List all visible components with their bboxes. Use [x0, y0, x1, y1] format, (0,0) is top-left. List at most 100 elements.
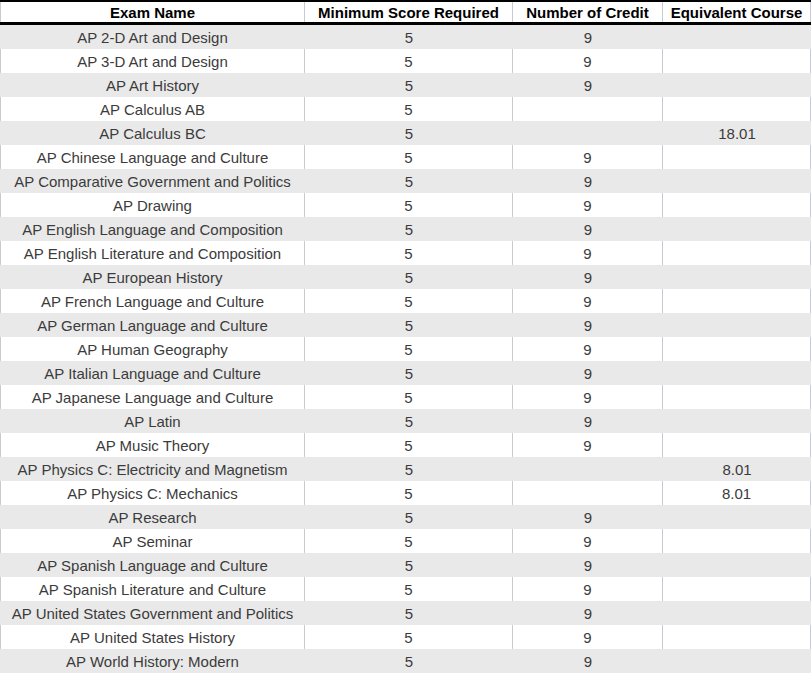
- cell-exam-name[interactable]: AP Latin: [0, 409, 305, 433]
- cell-credits[interactable]: 9: [513, 145, 663, 169]
- cell-credits[interactable]: [513, 97, 663, 121]
- cell-min-score[interactable]: 5: [305, 481, 513, 505]
- cell-equivalent[interactable]: [663, 73, 811, 97]
- cell-min-score[interactable]: 5: [305, 25, 513, 49]
- cell-min-score[interactable]: 5: [305, 169, 513, 193]
- cell-exam-name[interactable]: AP Japanese Language and Culture: [0, 385, 305, 409]
- cell-exam-name[interactable]: AP Human Geography: [0, 337, 305, 361]
- column-header-credits[interactable]: Number of Credit: [513, 2, 663, 22]
- cell-min-score[interactable]: 5: [305, 241, 513, 265]
- cell-credits[interactable]: 9: [513, 601, 663, 625]
- cell-min-score[interactable]: 5: [305, 289, 513, 313]
- cell-credits[interactable]: 9: [513, 73, 663, 97]
- cell-exam-name[interactable]: AP Physics C: Electricity and Magnetism: [0, 457, 305, 481]
- cell-equivalent[interactable]: [663, 505, 811, 529]
- cell-min-score[interactable]: 5: [305, 97, 513, 121]
- cell-credits[interactable]: [513, 457, 663, 481]
- cell-exam-name[interactable]: AP Chinese Language and Culture: [0, 145, 305, 169]
- cell-credits[interactable]: 9: [513, 529, 663, 553]
- cell-credits[interactable]: 9: [513, 49, 663, 73]
- cell-credits[interactable]: 9: [513, 217, 663, 241]
- cell-exam-name[interactable]: AP English Language and Composition: [0, 217, 305, 241]
- cell-exam-name[interactable]: AP Italian Language and Culture: [0, 361, 305, 385]
- cell-equivalent[interactable]: [663, 97, 811, 121]
- cell-exam-name[interactable]: AP Music Theory: [0, 433, 305, 457]
- cell-min-score[interactable]: 5: [305, 49, 513, 73]
- cell-credits[interactable]: 9: [513, 577, 663, 601]
- cell-min-score[interactable]: 5: [305, 457, 513, 481]
- column-header-exam-name[interactable]: Exam Name: [0, 2, 305, 22]
- cell-min-score[interactable]: 5: [305, 577, 513, 601]
- cell-min-score[interactable]: 5: [305, 649, 513, 673]
- cell-equivalent[interactable]: [663, 601, 811, 625]
- cell-min-score[interactable]: 5: [305, 193, 513, 217]
- cell-equivalent[interactable]: [663, 409, 811, 433]
- cell-credits[interactable]: 9: [513, 241, 663, 265]
- cell-min-score[interactable]: 5: [305, 361, 513, 385]
- cell-exam-name[interactable]: AP 2-D Art and Design: [0, 25, 305, 49]
- cell-credits[interactable]: 9: [513, 193, 663, 217]
- cell-min-score[interactable]: 5: [305, 553, 513, 577]
- cell-equivalent[interactable]: [663, 433, 811, 457]
- cell-equivalent[interactable]: 18.01: [663, 121, 811, 145]
- cell-credits[interactable]: 9: [513, 313, 663, 337]
- column-header-equivalent[interactable]: Equivalent Course: [663, 2, 811, 22]
- cell-credits[interactable]: 9: [513, 385, 663, 409]
- cell-credits[interactable]: [513, 121, 663, 145]
- cell-equivalent[interactable]: [663, 25, 811, 49]
- column-header-min-score[interactable]: Minimum Score Required: [305, 2, 513, 22]
- cell-exam-name[interactable]: AP Research: [0, 505, 305, 529]
- cell-credits[interactable]: 9: [513, 409, 663, 433]
- cell-min-score[interactable]: 5: [305, 337, 513, 361]
- cell-exam-name[interactable]: AP Drawing: [0, 193, 305, 217]
- cell-equivalent[interactable]: [663, 289, 811, 313]
- cell-credits[interactable]: 9: [513, 289, 663, 313]
- cell-equivalent[interactable]: [663, 361, 811, 385]
- cell-exam-name[interactable]: AP Calculus BC: [0, 121, 305, 145]
- cell-equivalent[interactable]: [663, 385, 811, 409]
- cell-min-score[interactable]: 5: [305, 313, 513, 337]
- cell-credits[interactable]: 9: [513, 649, 663, 673]
- cell-equivalent[interactable]: [663, 625, 811, 649]
- cell-equivalent[interactable]: [663, 313, 811, 337]
- cell-min-score[interactable]: 5: [305, 265, 513, 289]
- cell-exam-name[interactable]: AP United States History: [0, 625, 305, 649]
- cell-exam-name[interactable]: AP European History: [0, 265, 305, 289]
- cell-equivalent[interactable]: [663, 145, 811, 169]
- cell-exam-name[interactable]: AP Seminar: [0, 529, 305, 553]
- cell-min-score[interactable]: 5: [305, 529, 513, 553]
- cell-credits[interactable]: 9: [513, 553, 663, 577]
- cell-exam-name[interactable]: AP Art History: [0, 73, 305, 97]
- cell-equivalent[interactable]: 8.01: [663, 457, 811, 481]
- cell-exam-name[interactable]: AP 3-D Art and Design: [0, 49, 305, 73]
- cell-equivalent[interactable]: [663, 265, 811, 289]
- cell-equivalent[interactable]: [663, 169, 811, 193]
- cell-equivalent[interactable]: [663, 529, 811, 553]
- cell-exam-name[interactable]: AP German Language and Culture: [0, 313, 305, 337]
- cell-min-score[interactable]: 5: [305, 601, 513, 625]
- cell-min-score[interactable]: 5: [305, 385, 513, 409]
- cell-exam-name[interactable]: AP Comparative Government and Politics: [0, 169, 305, 193]
- cell-min-score[interactable]: 5: [305, 409, 513, 433]
- cell-credits[interactable]: [513, 481, 663, 505]
- cell-credits[interactable]: 9: [513, 25, 663, 49]
- cell-exam-name[interactable]: AP French Language and Culture: [0, 289, 305, 313]
- cell-min-score[interactable]: 5: [305, 433, 513, 457]
- cell-credits[interactable]: 9: [513, 625, 663, 649]
- cell-min-score[interactable]: 5: [305, 145, 513, 169]
- cell-equivalent[interactable]: [663, 649, 811, 673]
- cell-exam-name[interactable]: AP World History: Modern: [0, 649, 305, 673]
- cell-credits[interactable]: 9: [513, 433, 663, 457]
- cell-min-score[interactable]: 5: [305, 121, 513, 145]
- cell-exam-name[interactable]: AP Calculus AB: [0, 97, 305, 121]
- cell-credits[interactable]: 9: [513, 169, 663, 193]
- cell-exam-name[interactable]: AP English Literature and Composition: [0, 241, 305, 265]
- cell-equivalent[interactable]: [663, 217, 811, 241]
- cell-exam-name[interactable]: AP Physics C: Mechanics: [0, 481, 305, 505]
- cell-equivalent[interactable]: [663, 49, 811, 73]
- cell-equivalent[interactable]: [663, 193, 811, 217]
- cell-credits[interactable]: 9: [513, 337, 663, 361]
- cell-equivalent[interactable]: [663, 577, 811, 601]
- cell-min-score[interactable]: 5: [305, 505, 513, 529]
- cell-min-score[interactable]: 5: [305, 625, 513, 649]
